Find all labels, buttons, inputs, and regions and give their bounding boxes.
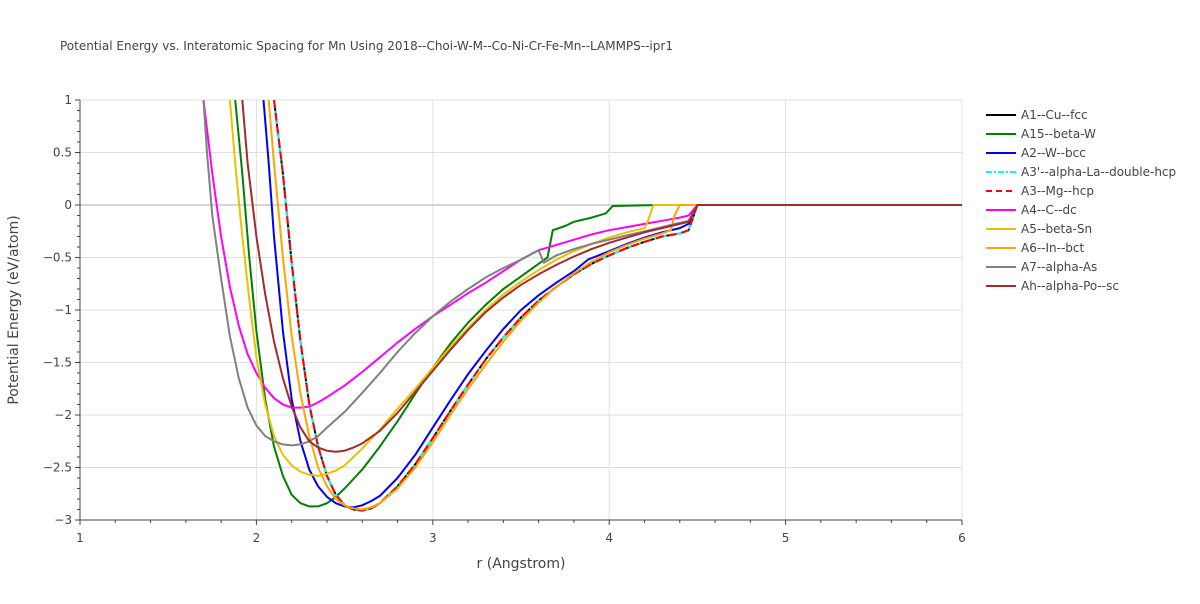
- series-line-3: [262, 100, 962, 509]
- legend-item[interactable]: A7--alpha-As: [986, 260, 1097, 274]
- legend-label: A4--C--dc: [1021, 203, 1077, 217]
- series-lines: [202, 100, 962, 512]
- y-tick-label: −2.5: [43, 461, 72, 475]
- y-tick-label: −1: [54, 303, 72, 317]
- y-tick-label: 1: [64, 93, 72, 107]
- legend-label: A5--beta-Sn: [1021, 222, 1092, 236]
- chart-title: Potential Energy vs. Interatomic Spacing…: [60, 39, 673, 53]
- x-tick-label: 2: [253, 531, 261, 545]
- legend-label: A3'--alpha-La--double-hcp: [1021, 165, 1176, 179]
- x-axis-title: r (Angstrom): [477, 556, 566, 572]
- axes: 1 2 3 4 5 6 1 0.5 0 −0.5 −1 −1.5 −2 −2.5 −3: [43, 93, 966, 545]
- x-tick-label: 1: [76, 531, 84, 545]
- legend-item[interactable]: A15--beta-W: [986, 127, 1096, 141]
- series-line-8: [267, 100, 962, 511]
- series-line-2: [234, 100, 962, 508]
- legend-label: A2--W--bcc: [1021, 146, 1086, 160]
- legend-item[interactable]: A3'--alpha-La--double-hcp: [986, 165, 1176, 179]
- legend-label: Ah--alpha-Po--sc: [1021, 279, 1119, 293]
- legend: A1--Cu--fcc A15--beta-W A2--W--bcc A3'--alp…: [986, 108, 1176, 293]
- legend-item[interactable]: Ah--alpha-Po--sc: [986, 279, 1119, 293]
- y-tick-label: −2: [54, 408, 72, 422]
- legend-item[interactable]: A3--Mg--hcp: [986, 184, 1094, 198]
- legend-label: A15--beta-W: [1021, 127, 1096, 141]
- y-tick-label: 0: [64, 198, 72, 212]
- legend-label: A6--In--bct: [1021, 241, 1085, 255]
- series-line-6: [202, 100, 962, 409]
- series-line-5: [273, 100, 962, 512]
- y-tick-label: −1.5: [43, 356, 72, 370]
- legend-label: A1--Cu--fcc: [1021, 108, 1088, 122]
- legend-label: A3--Mg--hcp: [1021, 184, 1094, 198]
- series-line-10: [241, 100, 962, 453]
- x-tick-label: 5: [782, 531, 790, 545]
- series-line-7: [228, 100, 962, 477]
- legend-item[interactable]: A1--Cu--fcc: [986, 108, 1088, 122]
- legend-item[interactable]: A4--C--dc: [986, 203, 1077, 217]
- x-tick-label: 6: [958, 531, 966, 545]
- grid: [80, 99, 963, 520]
- y-tick-label: −0.5: [43, 251, 72, 265]
- legend-item[interactable]: A5--beta-Sn: [986, 222, 1092, 236]
- y-axis-title: Potential Energy (eV/atom): [6, 215, 22, 404]
- x-tick-label: 4: [605, 531, 613, 545]
- y-tick-label: −3: [54, 513, 72, 527]
- legend-label: A7--alpha-As: [1021, 260, 1097, 274]
- series-line-9: [202, 100, 962, 447]
- series-line-4: [273, 100, 962, 512]
- legend-item[interactable]: A2--W--bcc: [986, 146, 1086, 160]
- legend-item[interactable]: A6--In--bct: [986, 241, 1085, 255]
- x-tick-label: 3: [429, 531, 437, 545]
- y-tick-label: 0.5: [53, 146, 72, 160]
